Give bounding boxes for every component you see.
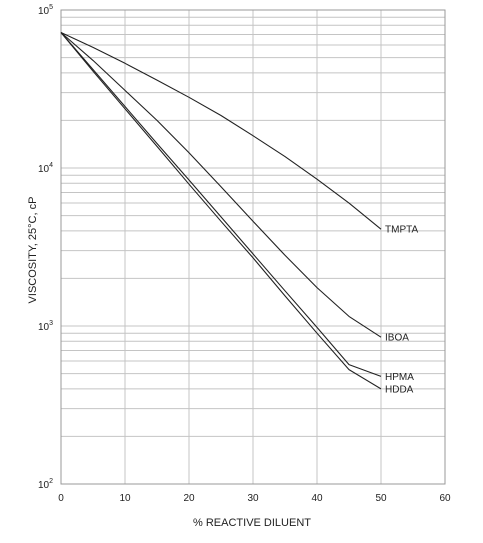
y-axis-ticks: 102 103 104 105 [38, 4, 53, 491]
series-label-tmpta: TMPTA [385, 225, 418, 236]
y-tick-label: 104 [38, 162, 53, 175]
x-tick-label: 20 [183, 493, 195, 504]
y-tick-label: 102 [38, 478, 53, 491]
x-tick-label: 10 [119, 493, 131, 504]
series-label-hdda: HDDA [385, 384, 414, 395]
series-line-hdda [60, 32, 382, 390]
x-tick-label: 0 [58, 493, 64, 504]
x-axis-title: % REACTIVE DILUENT [193, 517, 311, 529]
y-tick-label: 103 [38, 320, 53, 333]
major-gridlines [60, 9, 446, 485]
plot-frame [60, 9, 446, 485]
x-tick-label: 60 [439, 493, 451, 504]
series-line-iboa [60, 32, 382, 338]
series-line-hpma [60, 32, 382, 377]
x-tick-label: 50 [375, 493, 387, 504]
x-axis-ticks: 0 10 20 30 40 50 60 [58, 493, 451, 504]
series-line-tmpta [60, 32, 382, 230]
series-lines [60, 32, 382, 390]
x-tick-label: 40 [311, 493, 323, 504]
series-label-iboa: IBOA [385, 333, 409, 344]
x-tick-label: 30 [247, 493, 259, 504]
y-axis-title: VISCOSITY, 25°C, cP [27, 197, 39, 304]
y-tick-label: 105 [38, 4, 53, 17]
series-label-hpma: HPMA [385, 372, 414, 383]
